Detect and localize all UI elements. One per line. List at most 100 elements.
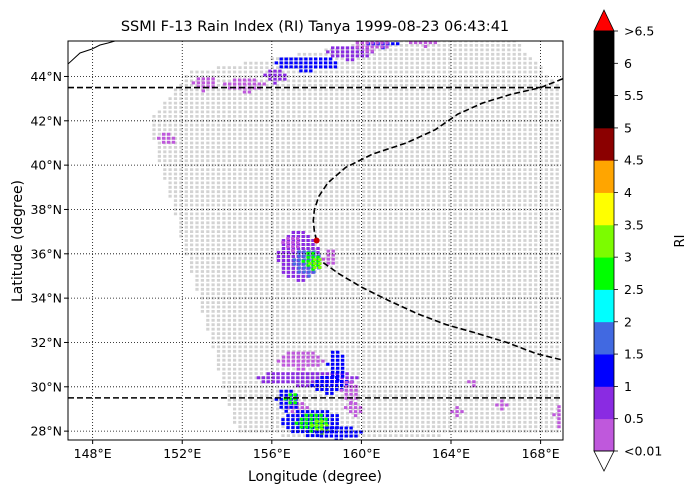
lat-lon-grid <box>68 41 563 440</box>
rain-cluster-points <box>450 406 464 418</box>
y-tick-label: 30°N <box>30 379 62 394</box>
rain-cluster <box>314 426 363 440</box>
x-axis-label: Longitude (degree) <box>248 469 382 485</box>
rain-cluster-points <box>314 426 363 440</box>
colorbar-band <box>594 418 614 452</box>
storm-center-marker <box>313 237 320 244</box>
rain-cluster-points <box>157 132 176 144</box>
rain-cluster-points <box>355 41 389 53</box>
colorbar-tick-label: 1.5 <box>624 347 644 362</box>
rain-cluster-points <box>467 380 476 388</box>
rain-cluster-points <box>223 78 266 94</box>
storm-track-secondary <box>322 262 563 361</box>
rain-cluster <box>256 372 359 388</box>
rain-cluster-points <box>276 351 325 371</box>
colorbar-over-arrow <box>593 9 615 32</box>
colorbar-band <box>594 63 614 97</box>
y-tick-label: 40°N <box>30 158 62 173</box>
colorbar-frame <box>593 30 615 452</box>
x-tick-label: 148°E <box>74 446 112 461</box>
rain-cluster <box>283 393 297 405</box>
rain-cluster-points <box>263 69 287 85</box>
storm-track-layer <box>312 77 563 361</box>
storm-track <box>312 77 563 241</box>
rain-cluster <box>450 406 464 418</box>
colorbar-band <box>594 127 614 161</box>
y-tick-label: 44°N <box>30 69 62 84</box>
rain-cluster <box>310 376 349 395</box>
colorbar-tick-label: 3 <box>624 250 632 265</box>
colorbar-tick-label: 5 <box>624 120 632 135</box>
colorbar-tick-label: 4.5 <box>624 153 644 168</box>
rain-index-points <box>157 41 561 440</box>
satellite-swath <box>152 41 559 437</box>
colorbar-tick-label: 6 <box>624 56 632 71</box>
rain-cluster <box>355 41 389 53</box>
colorbar-tick-label: >6.5 <box>624 24 654 39</box>
colorbar-tick-label: <0.01 <box>624 444 662 459</box>
colorbar-band <box>594 386 614 420</box>
rain-cluster <box>281 237 300 252</box>
latitude-reference-lines <box>68 86 563 399</box>
coastline <box>68 41 116 65</box>
colorbar-band <box>594 95 614 129</box>
colorbar-under-arrow <box>593 450 615 472</box>
colorbar-band <box>594 289 614 323</box>
colorbar-tick-label: 5.5 <box>624 88 644 103</box>
rain-cluster <box>263 69 287 85</box>
map-plot-area: 148°E 152°E 156°E 160°E 164°E 168°E 28°N 30°N 3… <box>30 40 564 461</box>
colorbar-tick-label: 1 <box>624 379 632 394</box>
colorbar-band <box>594 192 614 226</box>
colorbar: <0.01 0.5 1 1.5 2 2.5 3 3.5 4 4.5 5 5.5 6 >6.5 RI <box>593 9 688 472</box>
rain-cluster-points <box>308 258 322 269</box>
plot-frame <box>67 40 564 441</box>
rain-cluster-points <box>552 405 561 429</box>
colorbar-tick-label: 4 <box>624 185 632 200</box>
colorbar-band <box>594 224 614 258</box>
rain-cluster-points <box>294 413 328 433</box>
rain-cluster <box>495 399 509 411</box>
x-tick-label: 156°E <box>253 446 291 461</box>
colorbar-band <box>594 31 614 64</box>
x-tick-label: 160°E <box>342 446 380 461</box>
rain-cluster-points <box>409 41 437 48</box>
y-tick-label: 28°N <box>30 424 62 439</box>
rain-cluster-points <box>283 393 297 405</box>
colorbar-bands <box>594 31 614 452</box>
rain-cluster <box>321 249 335 265</box>
rain-cluster <box>191 77 215 93</box>
rain-cluster-points <box>495 399 509 411</box>
x-tick-label: 168°E <box>522 446 560 461</box>
chart-title: SSMI F-13 Rain Index (RI) Tanya 1999-08-… <box>121 19 509 35</box>
rain-cluster <box>308 258 322 269</box>
rain-cluster-points <box>281 237 300 252</box>
rain-cluster <box>223 78 266 94</box>
rain-cluster <box>274 57 338 73</box>
colorbar-band <box>594 321 614 355</box>
rain-cluster <box>552 405 561 429</box>
rain-cluster-points <box>256 372 359 388</box>
y-tick-label: 36°N <box>30 246 62 261</box>
x-tick-label: 164°E <box>432 446 470 461</box>
y-axis-label: Latitude (degree) <box>10 180 26 302</box>
rain-cluster <box>274 389 298 413</box>
rain-cluster <box>157 132 176 144</box>
rain-cluster <box>366 41 400 50</box>
rain-cluster-points <box>321 249 335 265</box>
colorbar-tick-label: 3.5 <box>624 217 644 232</box>
rain-cluster-points <box>191 77 215 93</box>
rain-cluster-points <box>310 376 349 395</box>
rain-cluster <box>294 413 328 433</box>
colorbar-ticks: <0.01 0.5 1 1.5 2 2.5 3 3.5 4 4.5 5 5.5 6 >6.5 <box>614 24 662 459</box>
colorbar-tick-label: 0.5 <box>624 411 644 426</box>
rain-cluster <box>409 41 437 48</box>
colorbar-band <box>594 257 614 290</box>
rain-cluster <box>276 351 325 371</box>
y-tick-label: 38°N <box>30 202 62 217</box>
rain-cluster-points <box>274 389 298 413</box>
colorbar-tick-label: 2.5 <box>624 282 644 297</box>
x-axis-ticks: 148°E 152°E 156°E 160°E 164°E 168°E <box>74 440 560 461</box>
swath-points <box>152 41 559 437</box>
colorbar-band <box>594 160 614 193</box>
